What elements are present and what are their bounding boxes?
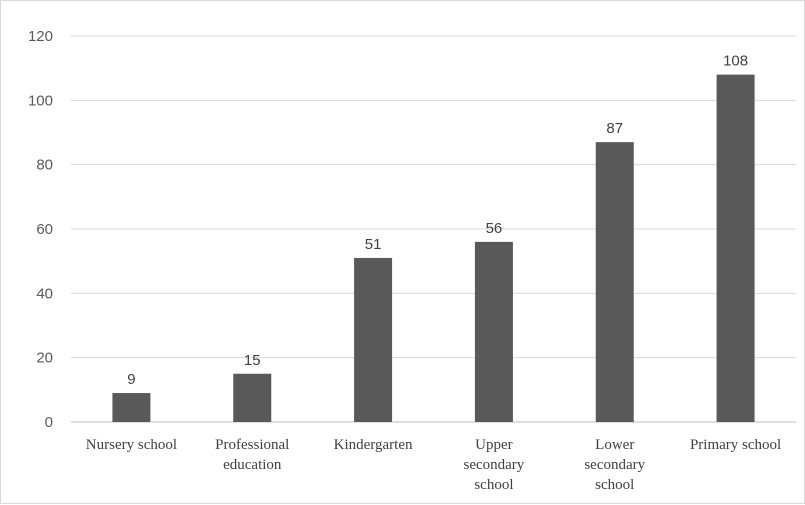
x-tick-label-line: secondary (584, 457, 645, 473)
x-tick-label-line: education (223, 457, 282, 473)
x-tick-label: Primary school (690, 437, 781, 453)
x-tick-label: Upper secondary school (464, 437, 525, 493)
bar (354, 257, 393, 422)
x-tick-label-line: school (595, 477, 634, 493)
x-tick-label-line: Professional (215, 437, 289, 453)
bar (716, 74, 755, 422)
x-tick-label: Nursery school (86, 437, 177, 453)
data-label: 9 (127, 371, 135, 388)
x-tick-label: Kindergarten (334, 437, 413, 453)
data-label: 56 (486, 220, 503, 237)
x-tick-label-line: Primary school (690, 437, 781, 453)
data-label: 15 (244, 352, 261, 369)
x-tick-label: Professional education (215, 437, 289, 473)
y-tick-label: 120 (28, 28, 53, 45)
y-tick-label: 100 (28, 92, 53, 109)
data-label: 87 (606, 120, 623, 137)
bar (595, 142, 634, 422)
x-tick-label-line: Upper (475, 437, 513, 453)
bar (112, 393, 151, 422)
y-tick-label: 0 (45, 414, 53, 431)
data-label: 51 (365, 236, 382, 253)
x-tick-label-line: secondary (464, 457, 525, 473)
data-label: 108 (723, 53, 748, 70)
y-tick-label: 60 (36, 221, 53, 238)
y-tick-label: 40 (36, 285, 53, 302)
x-tick-label-line: Kindergarten (334, 437, 413, 453)
x-tick-label-line: school (474, 477, 513, 493)
bar (233, 373, 272, 422)
x-tick-label-line: Nursery school (86, 437, 177, 453)
y-tick-label: 20 (36, 350, 53, 367)
x-tick-label: Lower secondary school (584, 437, 645, 493)
bar (474, 241, 513, 422)
x-tick-label-line: Lower (595, 437, 634, 453)
y-tick-label: 80 (36, 157, 53, 174)
